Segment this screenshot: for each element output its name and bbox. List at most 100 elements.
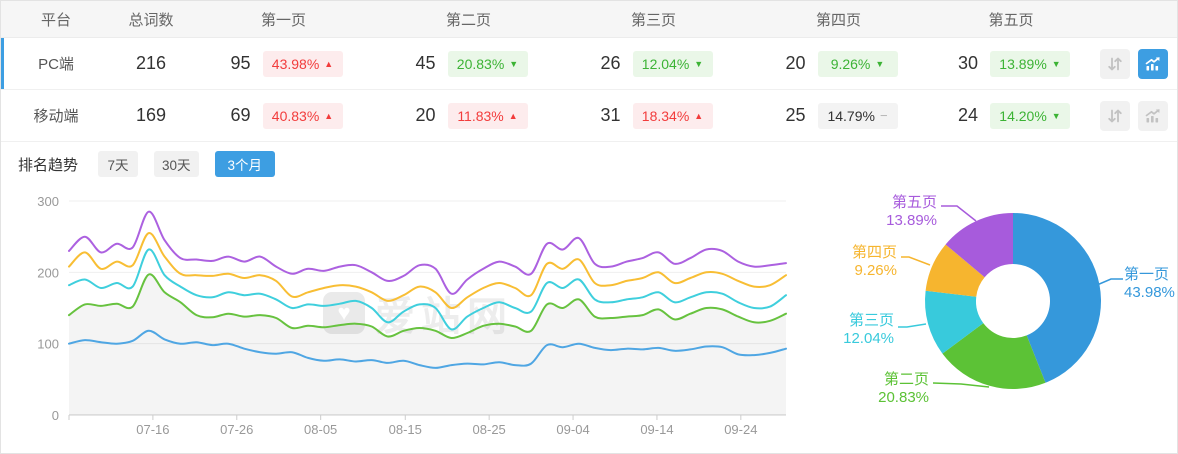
row-actions	[1091, 48, 1177, 79]
slice-pct: 43.98%	[1124, 284, 1175, 301]
tab-30-days[interactable]: 30天	[154, 151, 199, 177]
chart-icon	[1145, 56, 1160, 70]
trend-arrow-icon: ▼	[694, 58, 704, 69]
trend-arrow-icon: ▼	[875, 58, 885, 69]
donut-svg	[898, 205, 1123, 389]
trend-arrow-icon: ▲	[694, 110, 704, 121]
page-count: 26	[600, 53, 621, 73]
page2-cell: 45 20.83% ▼	[376, 50, 561, 77]
slice-name: 第二页	[883, 371, 929, 388]
page5-cell: 30 13.89% ▼	[931, 50, 1091, 77]
line-series-blue	[68, 329, 787, 369]
change-badge: 11.83% ▲	[447, 102, 528, 129]
col-header-page3: 第三页	[630, 11, 676, 29]
table-header: 平台 总词数 第一页 第二页 第三页 第四页 第五页	[1, 1, 1177, 38]
charts-section: 爱站网 010020030007-1607-2608-0508-1508-250…	[1, 186, 1177, 453]
page-count: 24	[957, 105, 978, 125]
chart-icon	[1145, 108, 1160, 122]
donut-label-page4: 第四页 9.26%	[852, 244, 897, 280]
donut-label-page2: 第二页 20.83%	[878, 371, 929, 407]
change-pct: 43.98%	[271, 55, 320, 72]
trend-arrow-icon: ▼	[1051, 110, 1061, 121]
change-pct: 9.26%	[830, 55, 871, 72]
slice-name: 第四页	[851, 244, 897, 261]
trend-arrow-icon: ▲	[508, 110, 518, 121]
slice-name: 第一页	[1124, 266, 1170, 283]
sort-button[interactable]	[1100, 48, 1130, 79]
trend-toolbar: 排名趋势 7天 30天 3个月	[1, 142, 1177, 186]
col-header-page4: 第四页	[815, 11, 861, 29]
trend-line-svg: 0 100 200 300 07-16 07-26 08-05 08-15 08-25 09-04…	[37, 194, 787, 437]
area-fill	[69, 274, 786, 415]
col-header-page1: 第一页	[260, 11, 306, 29]
svg-text:300: 300	[37, 194, 59, 209]
svg-text:100: 100	[37, 337, 59, 352]
svg-text:08-05: 08-05	[304, 422, 337, 437]
trend-arrow-icon: ▲	[324, 58, 334, 69]
col-header-page2: 第二页	[445, 11, 491, 29]
page-count: 30	[957, 53, 978, 73]
page-count: 31	[600, 105, 621, 125]
trend-title: 排名趋势	[18, 156, 79, 174]
svg-text:200: 200	[37, 265, 59, 280]
donut-leader-line	[941, 205, 977, 222]
change-pct: 18.34%	[641, 107, 690, 124]
line-chart: 爱站网 010020030007-1607-2608-0508-1508-250…	[1, 186, 821, 453]
svg-text:0: 0	[52, 408, 59, 423]
page3-cell: 31 18.34% ▲	[561, 102, 746, 129]
donut-slice-1[interactable]	[942, 323, 1046, 389]
tab-7-days[interactable]: 7天	[98, 151, 139, 177]
change-pct: 40.83%	[271, 107, 320, 124]
line-series-yellow	[68, 232, 787, 310]
platform-label: PC端	[38, 56, 74, 73]
page-count: 69	[230, 105, 251, 125]
trend-arrow-icon: ▼	[1051, 58, 1061, 69]
slice-pct: 13.89%	[886, 212, 937, 229]
change-badge: 40.83% ▲	[262, 102, 343, 129]
donut-label-page5: 第五页 13.89%	[886, 194, 937, 230]
donut-leader-line	[932, 382, 990, 388]
svg-text:08-25: 08-25	[473, 422, 506, 437]
change-badge: 9.26% ▼	[817, 50, 898, 77]
donut-slice-4[interactable]	[945, 213, 1013, 278]
line-series-cyan	[68, 248, 787, 331]
col-header-page5: 第五页	[988, 11, 1034, 29]
col-header-platform: 平台	[40, 11, 71, 29]
trend-chart-button[interactable]	[1138, 48, 1168, 79]
donut-slice-3[interactable]	[925, 244, 985, 297]
trend-chart-button[interactable]	[1138, 100, 1168, 131]
svg-text:08-15: 08-15	[389, 422, 422, 437]
change-pct: 11.83%	[457, 107, 504, 124]
change-badge: 14.20% ▼	[990, 102, 1070, 129]
page1-cell: 69 40.83% ▲	[191, 102, 376, 129]
change-badge: 13.89% ▼	[990, 50, 1070, 77]
slice-pct: 12.04%	[843, 330, 894, 347]
sort-arrows-icon	[1108, 57, 1122, 70]
change-pct: 14.79%	[827, 107, 875, 124]
table-row-pc[interactable]: PC端 216 95 43.98% ▲ 45 20.83% ▼ 26 12.04% ▼…	[1, 38, 1177, 90]
page2-cell: 20 11.83% ▲	[376, 102, 561, 129]
slice-name: 第三页	[848, 312, 894, 329]
table-row-mobile[interactable]: 移动端 169 69 40.83% ▲ 20 11.83% ▲ 31 18.34% ▲…	[1, 90, 1177, 142]
row-actions	[1091, 100, 1177, 131]
donut-leader-line	[901, 256, 931, 266]
page-count: 45	[415, 53, 436, 73]
slice-pct: 9.26%	[854, 262, 897, 279]
trend-arrow-icon: ▼	[509, 58, 519, 69]
svg-text:09-04: 09-04	[556, 422, 589, 437]
page-count: 95	[230, 53, 251, 73]
tab-3-months[interactable]: 3个月	[214, 151, 276, 177]
page-count: 25	[785, 105, 806, 125]
donut-slice-2[interactable]	[925, 290, 984, 354]
sort-button[interactable]	[1100, 100, 1130, 131]
total-words-value: 216	[135, 53, 167, 73]
change-pct: 12.04%	[641, 55, 690, 72]
donut-slice-0[interactable]	[1013, 213, 1101, 383]
col-header-total: 总词数	[128, 11, 174, 29]
change-badge: 14.79% −	[817, 102, 898, 129]
page-count: 20	[415, 105, 436, 125]
line-series-green	[68, 273, 787, 340]
donut-leader-line	[898, 323, 927, 328]
svg-text:07-26: 07-26	[220, 422, 253, 437]
